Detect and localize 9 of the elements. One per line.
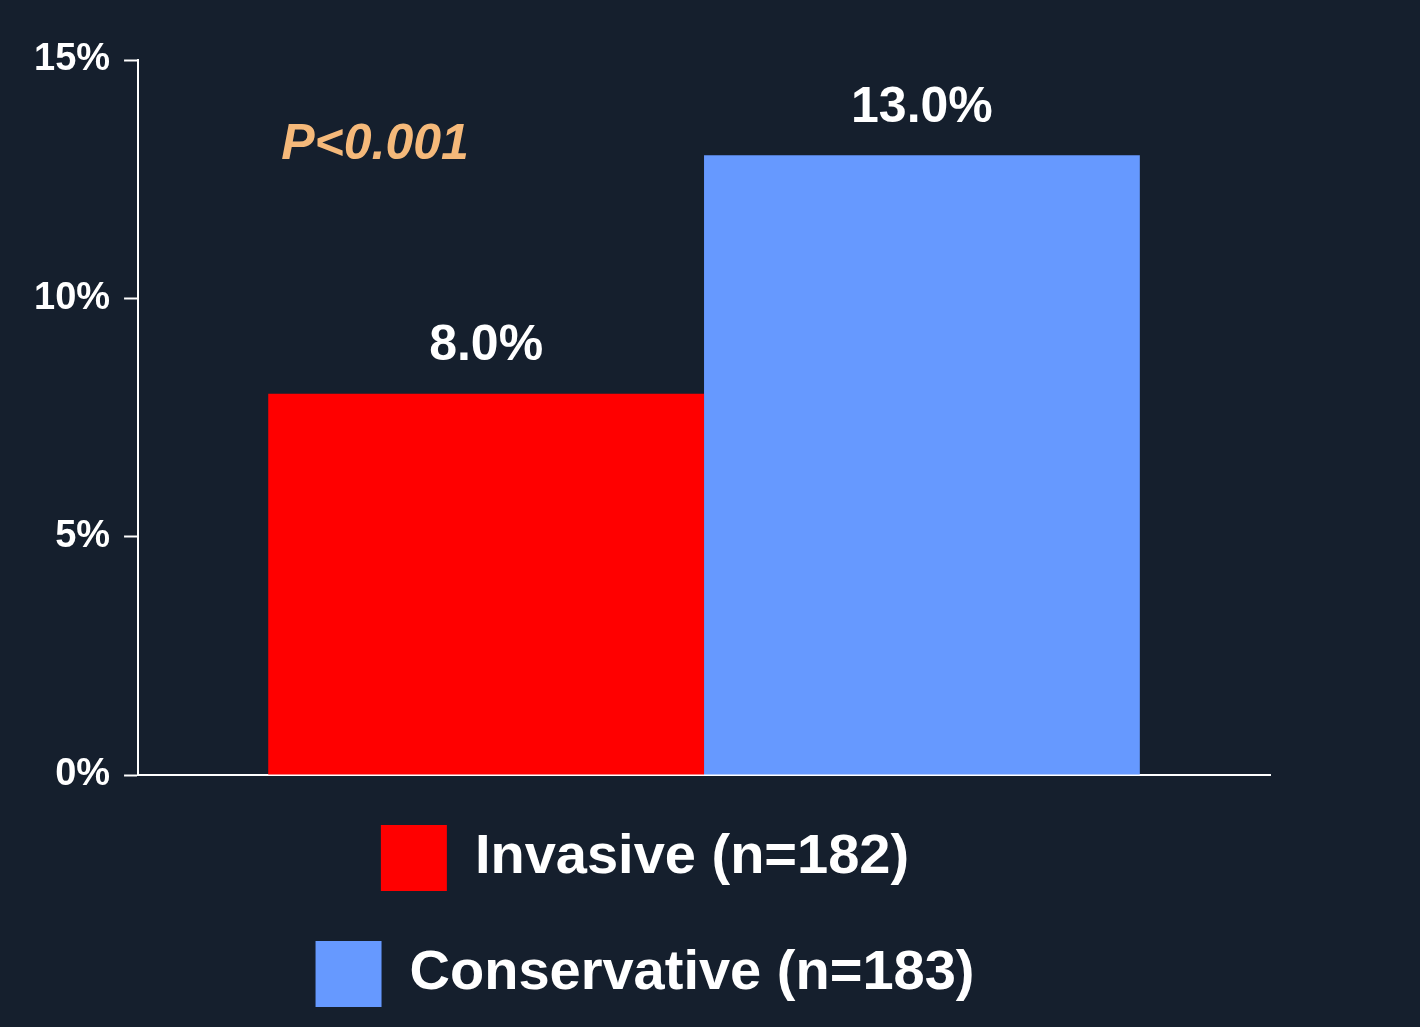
data-label: 8.0% xyxy=(429,315,544,372)
annotation: P<0.001 xyxy=(281,113,469,170)
y-tick-label: 10% xyxy=(33,274,111,317)
y-tick-label: 0% xyxy=(55,751,111,794)
data-label: 13.0% xyxy=(851,77,993,134)
y-tick-label: 15% xyxy=(33,36,111,79)
legend-label: Conservative (n=183) xyxy=(409,938,975,1002)
legend-label: Invasive (n=182) xyxy=(474,822,910,886)
y-tick-label: 5% xyxy=(55,513,111,556)
